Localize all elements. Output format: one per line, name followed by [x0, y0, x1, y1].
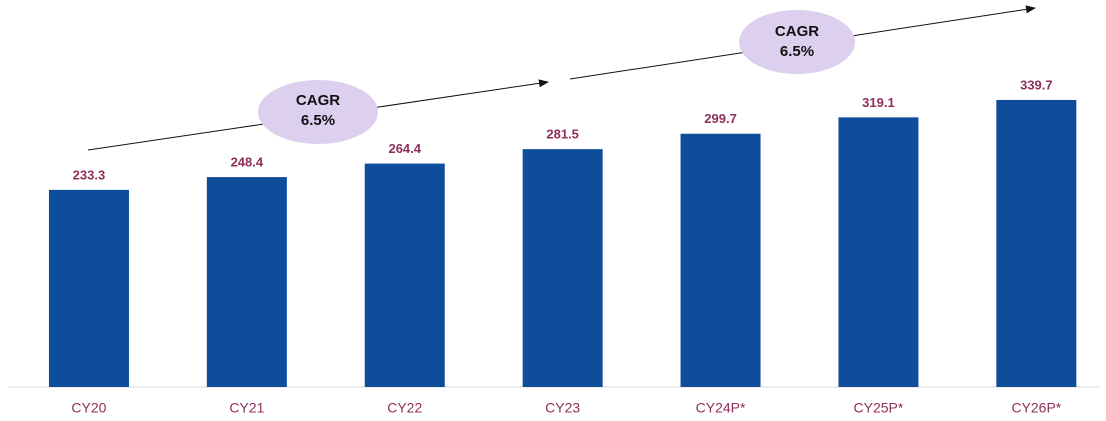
- bubble: [258, 80, 378, 144]
- cagr-bubble: CAGR 6.5%: [258, 80, 378, 144]
- bar: [48, 189, 129, 387]
- data-label: 319.1: [862, 95, 895, 110]
- data-label: 299.7: [704, 111, 737, 126]
- data-label: 339.7: [1020, 77, 1053, 92]
- bar: [838, 117, 919, 387]
- x-tick-label: CY26P*: [1011, 400, 1061, 416]
- x-tick-label: CY22: [387, 400, 422, 416]
- bubble: [739, 10, 855, 74]
- bar: [680, 133, 761, 387]
- x-tick-label: CY24P*: [696, 400, 746, 416]
- annotation-text: CAGR: [775, 23, 819, 40]
- bar: [996, 99, 1077, 388]
- annotation-text: 6.5%: [301, 112, 335, 129]
- x-tick-label: CY23: [545, 400, 580, 416]
- data-label: 233.3: [73, 167, 106, 182]
- cagr-bubble: CAGR 6.5%: [739, 10, 855, 74]
- data-label: 281.5: [546, 127, 579, 142]
- annotation-text: 6.5%: [780, 43, 814, 60]
- x-tick-label: CY20: [71, 400, 106, 416]
- data-label: 264.4: [388, 141, 421, 156]
- x-tick-label: CY21: [229, 400, 264, 416]
- bar: [206, 177, 287, 387]
- bar: [522, 149, 603, 387]
- annotation-text: CAGR: [296, 92, 340, 109]
- data-label: 248.4: [231, 155, 264, 170]
- x-tick-label: CY25P*: [854, 400, 904, 416]
- bar: [364, 163, 445, 387]
